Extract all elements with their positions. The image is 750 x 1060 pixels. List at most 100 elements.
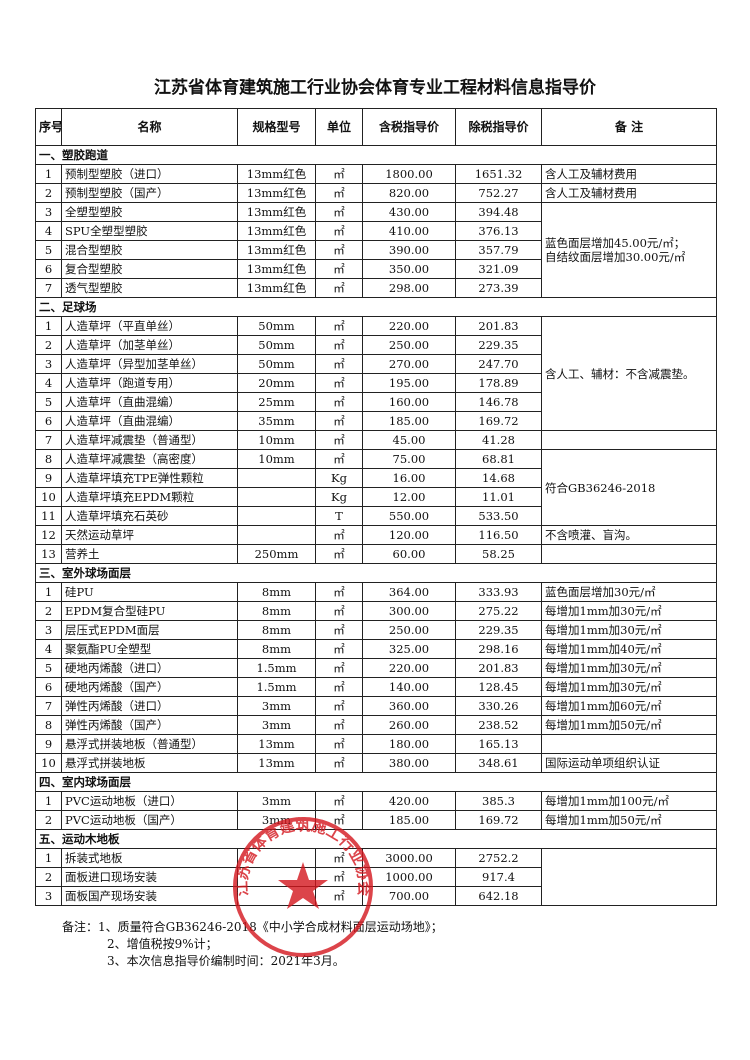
- spec: 13mm红色: [237, 202, 316, 222]
- data-row: 10 人造草坪填充EPDM颗粒 Kg 12.00 11.01: [35, 487, 717, 507]
- price-without-tax: 348.61: [455, 753, 542, 773]
- data-row: 13 营养土 250mm ㎡ 60.00 58.25: [35, 544, 717, 564]
- unit: ㎡: [315, 259, 363, 279]
- price-without-tax: 357.79: [455, 240, 542, 260]
- document-title: 江苏省体育建筑施工行业协会体育专业工程材料信息指导价: [154, 78, 596, 98]
- price-without-tax: 330.26: [455, 696, 542, 716]
- price-without-tax: 321.09: [455, 259, 542, 279]
- item-name: 聚氨酯PU全塑型: [61, 639, 238, 659]
- price-without-tax: 169.72: [455, 810, 542, 830]
- data-row: 9 悬浮式拼装地板（普通型） 13mm ㎡ 180.00 165.13: [35, 734, 717, 754]
- row-number: 5: [35, 392, 62, 412]
- spec: 3mm: [237, 696, 316, 716]
- remark: [541, 430, 717, 450]
- unit: ㎡: [315, 658, 363, 678]
- price-without-tax: 376.13: [455, 221, 542, 241]
- remark-text: 每增加1mm加50元/㎡: [545, 813, 662, 827]
- item-name: 人造草坪填充石英砂: [61, 506, 238, 526]
- remark: [541, 848, 717, 906]
- row-number: 11: [35, 506, 62, 526]
- price-without-tax: 201.83: [455, 658, 542, 678]
- row-number: 1: [35, 791, 62, 811]
- spec: 13mm红色: [237, 240, 316, 260]
- unit: ㎡: [315, 696, 363, 716]
- row-number: 2: [35, 183, 62, 203]
- remark: 蓝色面层增加45.00元/㎡； 自结纹面层增加30.00元/㎡: [541, 202, 717, 298]
- remark-text: 每增加1mm加40元/㎡: [545, 642, 662, 656]
- remark: [541, 544, 717, 564]
- price-with-tax: 185.00: [362, 411, 456, 431]
- remark: 含人工及辅材费用: [541, 183, 717, 203]
- item-name: 透气型塑胶: [61, 278, 238, 298]
- price-without-tax: 229.35: [455, 335, 542, 355]
- price-without-tax: 165.13: [455, 734, 542, 754]
- unit: ㎡: [315, 221, 363, 241]
- price-with-tax: 270.00: [362, 354, 456, 374]
- spec: 8mm: [237, 620, 316, 640]
- row-number: 1: [35, 848, 62, 868]
- price-with-tax: 350.00: [362, 259, 456, 279]
- column-header: 名称: [61, 108, 238, 146]
- item-name: 人造草坪（异型加茎单丝）: [61, 354, 238, 374]
- unit: ㎡: [315, 430, 363, 450]
- remark-text: 每增加1mm加30元/㎡: [545, 604, 662, 618]
- remark-text: 国际运动单项组织认证: [545, 756, 660, 770]
- unit: Kg: [315, 468, 363, 488]
- price-without-tax: 247.70: [455, 354, 542, 374]
- remark: 每增加1mm加60元/㎡: [541, 696, 717, 716]
- remark-text: 含人工及辅材费用: [545, 167, 637, 181]
- section-row: 三、室外球场面层: [35, 563, 717, 583]
- unit: ㎡: [315, 354, 363, 374]
- item-name: 硅PU: [61, 582, 238, 602]
- price-with-tax: 260.00: [362, 715, 456, 735]
- remark: 含人工及辅材费用: [541, 164, 717, 184]
- row-number: 4: [35, 221, 62, 241]
- spec: 8mm: [237, 639, 316, 659]
- remark-text: 每增加1mm加30元/㎡: [545, 680, 662, 694]
- price-without-tax: 41.28: [455, 430, 542, 450]
- column-header: 序号: [35, 108, 62, 146]
- item-name: 复合型塑胶: [61, 259, 238, 279]
- price-without-tax: 275.22: [455, 601, 542, 621]
- row-number: 5: [35, 658, 62, 678]
- item-name: EPDM复合型硅PU: [61, 601, 238, 621]
- unit: ㎡: [315, 715, 363, 735]
- section-title: 四、室内球场面层: [35, 772, 717, 792]
- item-name: 营养土: [61, 544, 238, 564]
- row-number: 6: [35, 411, 62, 431]
- item-name: 悬浮式拼装地板: [61, 753, 238, 773]
- spec: 8mm: [237, 582, 316, 602]
- stamp-ring: [233, 817, 373, 957]
- section-row: 一、塑胶跑道: [35, 145, 717, 165]
- item-name: 人造草坪减震垫（高密度）: [61, 449, 238, 469]
- price-with-tax: 420.00: [362, 791, 456, 811]
- spec: [237, 525, 316, 545]
- item-name: 面板进口现场安装: [61, 867, 238, 887]
- row-number: 4: [35, 373, 62, 393]
- data-row: 2 人造草坪（加茎单丝） 50mm ㎡ 250.00 229.35: [35, 335, 717, 355]
- unit: ㎡: [315, 886, 363, 906]
- item-name: SPU全塑型塑胶: [61, 221, 238, 241]
- price-with-tax: 220.00: [362, 316, 456, 336]
- item-name: 预制型塑胶（进口）: [61, 164, 238, 184]
- price-without-tax: 14.68: [455, 468, 542, 488]
- unit: ㎡: [315, 373, 363, 393]
- data-row: 9 人造草坪填充TPE弹性颗粒 Kg 16.00 14.68: [35, 468, 717, 488]
- column-header: 备 注: [541, 108, 717, 146]
- remark: 含人工、辅材：不含减震垫。: [541, 316, 717, 431]
- unit: ㎡: [315, 734, 363, 754]
- row-number: 6: [35, 677, 62, 697]
- price-with-tax: 75.00: [362, 449, 456, 469]
- remark: 每增加1mm加50元/㎡: [541, 715, 717, 735]
- row-number: 10: [35, 487, 62, 507]
- spec: 10mm: [237, 430, 316, 450]
- price-with-tax: 364.00: [362, 582, 456, 602]
- row-number: 3: [35, 354, 62, 374]
- item-name: 人造草坪（直曲混编）: [61, 392, 238, 412]
- price-without-tax: 752.27: [455, 183, 542, 203]
- unit: ㎡: [315, 202, 363, 222]
- spec: 13mm红色: [237, 183, 316, 203]
- unit: ㎡: [315, 582, 363, 602]
- row-number: 1: [35, 164, 62, 184]
- price-with-tax: 820.00: [362, 183, 456, 203]
